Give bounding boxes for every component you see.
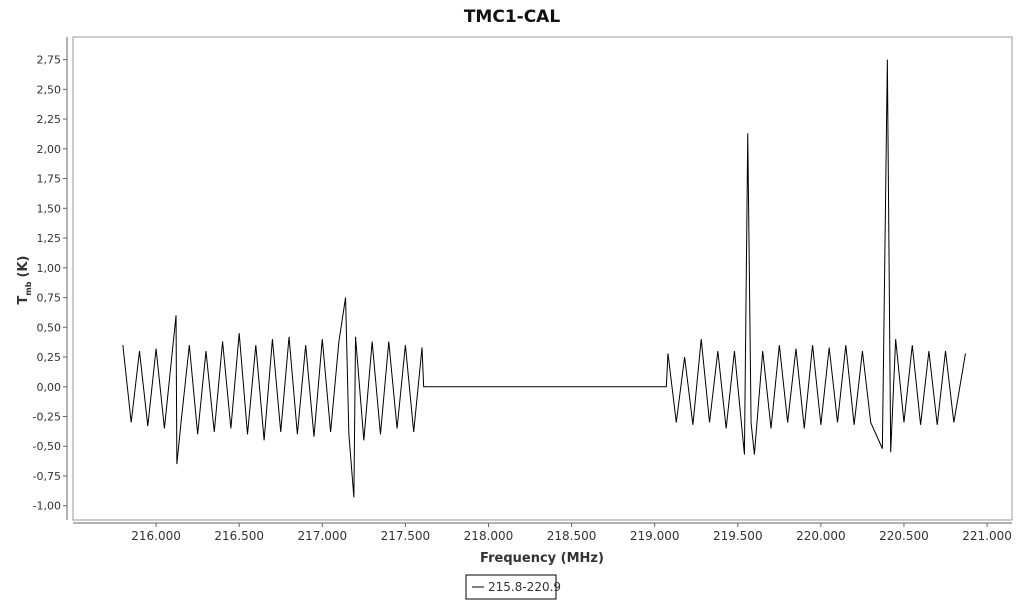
x-tick-label: 216.000 [131, 529, 181, 543]
y-tick-label: 2,25 [37, 113, 62, 126]
y-tick-label: 0,00 [37, 381, 62, 394]
y-tick-label: 0,75 [37, 292, 62, 305]
y-tick-label: 0,50 [37, 321, 62, 334]
y-tick-label: 1,50 [37, 202, 62, 215]
x-tick-label: 216.500 [214, 529, 264, 543]
x-tick-label: 220.000 [796, 529, 846, 543]
y-tick-label: 2,00 [37, 143, 62, 156]
x-tick-label: 220.500 [879, 529, 929, 543]
y-tick-label: 1,00 [37, 262, 62, 275]
x-tick-label: 219.000 [630, 529, 680, 543]
y-tick-label: 0,25 [37, 351, 62, 364]
y-tick-label: 1,25 [37, 232, 62, 245]
x-axis-title: Frequency (MHz) [480, 551, 604, 566]
y-tick-label: -1,00 [33, 500, 61, 513]
y-tick-label: 1,75 [37, 173, 62, 186]
x-tick-label: 218.000 [464, 529, 514, 543]
y-tick-label: -0,25 [33, 411, 61, 424]
legend: 215.8-220.9 [465, 574, 561, 600]
y-tick-label: -0,75 [33, 470, 61, 483]
x-tick-label: 218.500 [547, 529, 597, 543]
x-tick-label: 219.500 [713, 529, 763, 543]
y-axis-title-main: T [16, 295, 31, 304]
y-tick-label: -0,50 [33, 440, 61, 453]
legend-label: 215.8-220.9 [488, 580, 561, 594]
x-tick-label: 217.500 [381, 529, 431, 543]
spectrum-line [122, 59, 966, 498]
chart-title: TMC1-CAL [464, 7, 561, 27]
plot-frame [72, 36, 1013, 521]
y-axis-title-unit: (K) [16, 256, 31, 278]
y-tick-label: 2,75 [37, 54, 62, 67]
y-axis-title-sub: mb [24, 281, 33, 295]
x-tick-label: 217.000 [297, 529, 347, 543]
y-axis-title: Tmb (K) [16, 256, 33, 305]
x-tick-label: 221.000 [962, 529, 1012, 543]
y-tick-label: 2,50 [37, 83, 62, 96]
